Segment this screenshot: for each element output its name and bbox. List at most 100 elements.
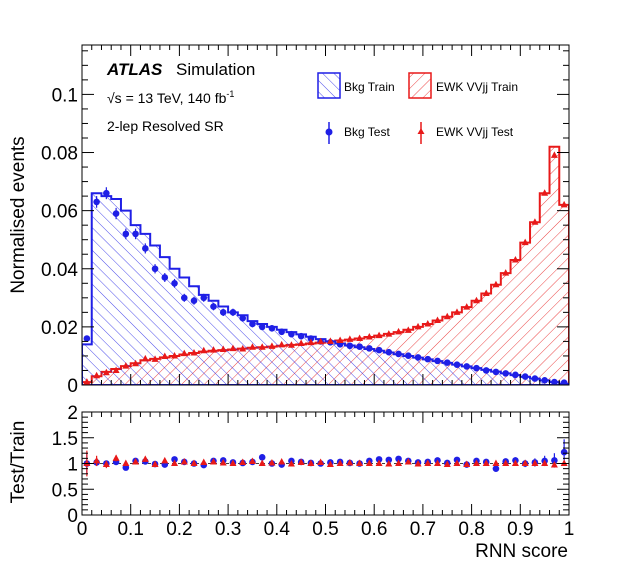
main-y-tick-label: 0.1 — [52, 85, 78, 106]
bkg-test-point — [171, 279, 178, 287]
sig-ratio-point — [492, 459, 500, 466]
main-plot-area — [82, 145, 569, 385]
sig-test-point — [502, 269, 510, 276]
ratio-y-axis-label: Test/Train — [8, 421, 29, 504]
x-tick-label: 0.6 — [361, 519, 387, 540]
sig-ratio-point — [83, 459, 91, 466]
sig-test-point — [385, 330, 393, 337]
bkg-test-point — [366, 345, 373, 352]
sig-test-point — [229, 344, 237, 352]
bkg-test-point — [414, 354, 422, 361]
bkg-test-point — [453, 361, 461, 368]
bkg-test-point — [229, 309, 237, 316]
bkg-test-point — [443, 359, 451, 366]
sig-test-point — [161, 352, 169, 360]
legend-bkg-train-swatch — [317, 72, 341, 99]
sig-test-point — [482, 289, 490, 296]
x-tick-label: 1 — [564, 519, 575, 540]
sig-ratio-point — [268, 458, 276, 466]
sig-ratio-point — [190, 459, 198, 466]
sig-ratio-point — [356, 459, 364, 466]
x-tick-label: 0.1 — [117, 519, 143, 540]
bkg-ratio-point — [171, 456, 178, 463]
bkg-test-point — [288, 330, 295, 338]
sig-test-point — [531, 218, 539, 225]
sig-ratio-point — [258, 459, 266, 466]
bkg-test-point — [492, 368, 500, 376]
bkg-test-point — [473, 364, 480, 372]
sig-ratio-point — [395, 459, 403, 466]
x-tick-label: 0.5 — [312, 519, 338, 540]
x-tick-label: 0 — [77, 519, 88, 540]
sig-test-point — [492, 280, 500, 288]
sig-test-point — [287, 341, 295, 348]
x-tick-label: 0.3 — [215, 519, 241, 540]
sig-ratio-point — [219, 458, 227, 466]
bkg-ratio-point — [258, 454, 266, 461]
ratio-y-ticks: 0 0.5 1 1.5 2 — [52, 403, 569, 527]
sig-test-point — [434, 316, 442, 323]
sig-test-point — [356, 334, 364, 342]
sig-ratio-point — [326, 460, 334, 468]
bkg-test-point — [502, 370, 509, 377]
bkg-test-point — [122, 230, 130, 238]
bkg-test-point — [239, 314, 247, 322]
sig-test-point — [83, 378, 91, 385]
sig-ratio-point — [161, 456, 169, 464]
sig-ratio-point — [463, 460, 471, 468]
sig-test-point — [424, 319, 432, 327]
sig-ratio-point — [112, 454, 120, 461]
atlas-label: ATLAS — [106, 60, 163, 79]
sig-test-point — [258, 343, 266, 350]
bkg-test-point — [258, 323, 266, 331]
sig-ratio-point — [336, 459, 344, 466]
bkg-test-point — [200, 294, 208, 302]
ratio-y-tick-label: 1.5 — [52, 429, 78, 450]
bkg-test-point — [463, 363, 471, 370]
sig-test-point — [209, 346, 217, 353]
sig-ratio-point — [404, 457, 412, 465]
main-y-tick-label: 0.06 — [41, 202, 78, 223]
sig-ratio-point — [472, 459, 480, 466]
bkg-test-point — [219, 309, 227, 316]
sig-ratio-point — [151, 460, 159, 468]
bkg-test-point — [434, 357, 441, 365]
sig-ratio-point — [239, 458, 247, 465]
ratio-y-tick-label: 2 — [67, 403, 78, 424]
bkg-test-point — [210, 303, 217, 310]
bkg-ratio-point — [551, 457, 558, 464]
sig-test-point — [463, 303, 471, 310]
bkg-test-point — [531, 375, 539, 382]
bkg-ratio-point — [492, 465, 500, 472]
legend-sig-train-label: EWK VVjj Train — [436, 80, 518, 94]
sig-ratio-point — [385, 460, 393, 467]
sig-ratio-point — [278, 457, 286, 465]
sig-ratio-point — [414, 460, 422, 467]
sig-test-point — [375, 331, 383, 339]
bkg-test-point — [346, 342, 354, 350]
sig-test-point — [453, 308, 461, 315]
sig-test-point — [239, 344, 247, 352]
bkg-test-point — [512, 371, 519, 379]
sig-ratio-point — [287, 460, 295, 467]
sig-ratio-point — [482, 459, 490, 466]
bkg-train-histogram — [82, 192, 569, 385]
legend-sig-train-swatch — [408, 72, 432, 99]
sig-ratio-point — [365, 459, 373, 466]
sig-ratio-point — [502, 459, 510, 466]
sig-ratio-point — [141, 455, 149, 462]
bkg-test-point — [521, 373, 529, 380]
sig-ratio-point — [511, 459, 519, 466]
bkg-test-point — [249, 320, 256, 328]
sig-ratio-point — [180, 457, 188, 465]
bkg-test-point — [551, 378, 558, 385]
sig-test-point — [248, 343, 256, 350]
ratio-y-tick-label: 0 — [67, 506, 78, 527]
sig-ratio-point — [541, 459, 549, 466]
sig-test-point — [200, 346, 208, 354]
bkg-ratio-point — [560, 448, 568, 456]
bkg-test-point — [375, 346, 383, 354]
sig-ratio-point — [297, 458, 305, 465]
bkg-test-point — [83, 335, 91, 342]
